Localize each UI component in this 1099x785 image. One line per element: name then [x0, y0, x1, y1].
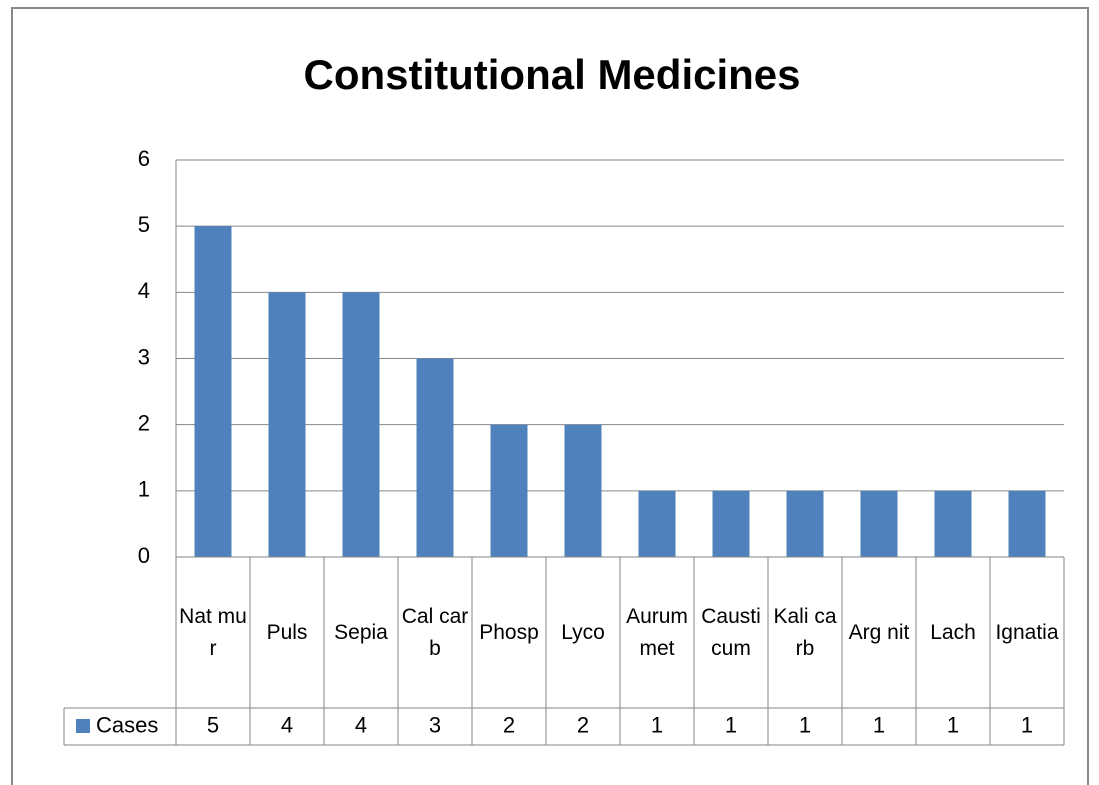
x-tick-label: Sepia [334, 620, 388, 644]
bar [342, 292, 380, 557]
x-tick-label: Causticum [701, 604, 761, 660]
y-tick-label: 3 [138, 344, 150, 369]
y-tick-label: 2 [138, 410, 150, 435]
table-value: 1 [1021, 712, 1033, 737]
table-value: 4 [281, 712, 293, 737]
table-value: 5 [207, 712, 219, 737]
y-tick-label: 5 [138, 212, 150, 237]
x-tick-label: Arg nit [848, 620, 910, 644]
y-tick-label: 4 [138, 278, 150, 303]
table-value: 2 [503, 712, 515, 737]
x-tick-label: Nat mur [179, 604, 247, 660]
x-tick-label: Phosp [479, 620, 539, 644]
x-tick-label: Kali carb [773, 604, 837, 660]
bar [638, 490, 676, 557]
table-value: 1 [725, 712, 737, 737]
bar [194, 226, 232, 557]
table-value: 1 [651, 712, 663, 737]
table-value: 2 [577, 712, 589, 737]
bar [564, 424, 602, 557]
bar [416, 358, 454, 557]
table-value: 1 [947, 712, 959, 737]
bar [786, 490, 824, 557]
y-tick-label: 1 [138, 477, 150, 502]
x-tick-label: Puls [266, 620, 308, 644]
legend-swatch [76, 719, 90, 733]
chart-border [11, 7, 1089, 785]
table-value: 4 [355, 712, 367, 737]
legend-label: Cases [96, 712, 158, 737]
bar [1008, 490, 1046, 557]
table-value: 3 [429, 712, 441, 737]
table-value: 1 [799, 712, 811, 737]
x-tick-label: Aurum met [626, 604, 688, 660]
y-tick-label: 6 [138, 146, 150, 171]
x-tick-label: Ignatia [995, 620, 1059, 644]
x-tick-label: Lach [930, 620, 976, 644]
bar [268, 292, 306, 557]
bar [490, 424, 528, 557]
bar [860, 490, 898, 557]
bar [934, 490, 972, 557]
x-tick-label: Cal carb [401, 604, 469, 660]
x-tick-label: Lyco [561, 620, 605, 644]
chart-title: Constitutional Medicines [303, 51, 800, 98]
y-tick-label: 0 [138, 543, 150, 568]
table-value: 1 [873, 712, 885, 737]
bar [712, 490, 750, 557]
